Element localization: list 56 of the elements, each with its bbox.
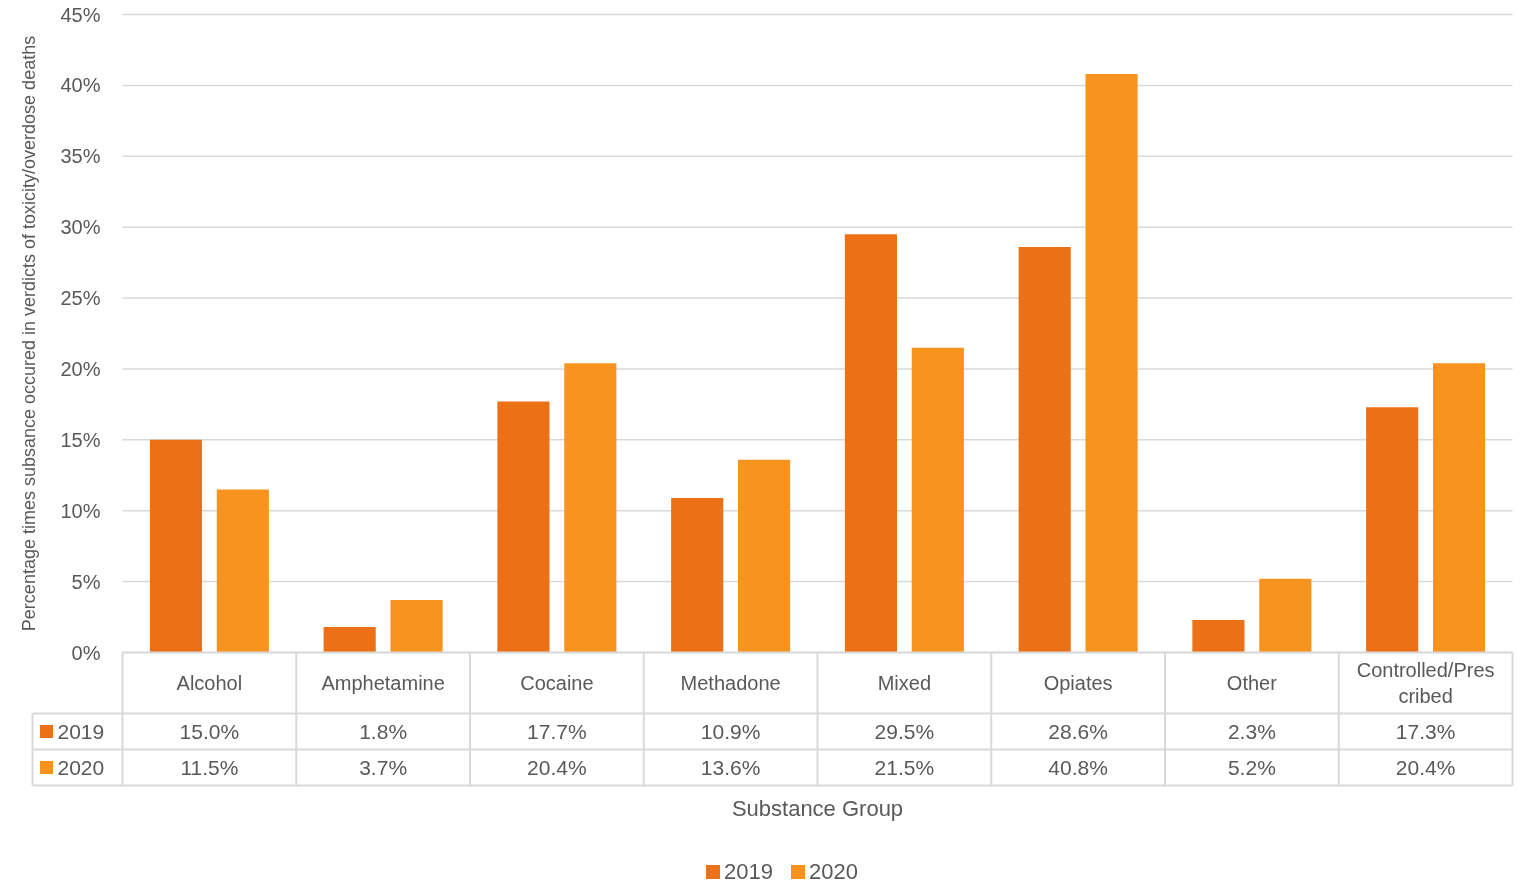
data-label: 40.8% — [1048, 756, 1108, 779]
legend-label: 2020 — [57, 755, 105, 779]
y-axis-title: Percentage times subsance occured in verdicts of toxicity/overdose deaths — [19, 35, 40, 632]
bar — [564, 363, 617, 653]
y-tick-label: 30% — [60, 216, 101, 239]
data-label: 13.6% — [700, 756, 761, 779]
bar — [671, 497, 724, 653]
bar — [1018, 247, 1071, 653]
x-tick-label: Controlled/Prescribed — [1356, 659, 1495, 707]
y-tick-label: 20% — [60, 357, 101, 380]
y-tick-label: 5% — [71, 570, 101, 593]
y-tick-label: 45% — [60, 3, 101, 26]
x-tick-label: Mixed — [877, 672, 932, 694]
data-label: 29.5% — [874, 720, 935, 743]
x-tick-label: Amphetamine — [321, 672, 445, 694]
bar — [1085, 74, 1138, 653]
data-label: 15.0% — [179, 720, 240, 743]
bar — [738, 459, 791, 653]
data-label: 11.5% — [180, 756, 239, 779]
bar — [497, 401, 550, 653]
data-label: 20.4% — [527, 756, 587, 779]
bar — [216, 489, 269, 653]
text: 2020 — [809, 859, 858, 885]
x-tick-label: Methadone — [680, 672, 781, 694]
bar — [1259, 578, 1312, 653]
y-tick-label: 40% — [60, 74, 101, 97]
data-label: 3.7% — [359, 756, 408, 779]
bar — [1433, 363, 1486, 653]
data-label: 17.3% — [1395, 720, 1456, 743]
y-tick-label: 15% — [60, 428, 101, 451]
data-label: 10.9% — [700, 720, 761, 743]
bar — [1192, 619, 1245, 653]
y-tick-label: 35% — [60, 145, 101, 168]
bar — [323, 626, 376, 653]
data-label: 1.8% — [359, 720, 408, 743]
y-tick-label: 10% — [60, 499, 101, 522]
data-label: 21.5% — [874, 756, 935, 779]
data-label: 2.3% — [1227, 720, 1276, 743]
bar — [1366, 407, 1419, 653]
x-tick-label: Opiates — [1043, 672, 1113, 694]
x-tick-label: Cocaine — [520, 672, 594, 694]
x-tick-label: Other — [1226, 672, 1278, 694]
bar — [911, 347, 964, 653]
text: 2019 — [724, 859, 773, 885]
legend-label: 2019 — [57, 719, 105, 743]
x-tick-label: Alcohol — [176, 672, 243, 694]
bar — [149, 439, 202, 653]
data-label: 17.7% — [527, 720, 587, 743]
data-label: 20.4% — [1395, 756, 1456, 779]
data-label: 28.6% — [1048, 720, 1108, 743]
x-axis-title: Substance Group — [731, 796, 904, 821]
bar — [390, 600, 443, 653]
data-label: 5.2% — [1227, 756, 1276, 779]
y-tick-label: 0% — [71, 641, 101, 664]
y-tick-label: 25% — [60, 287, 101, 310]
bar — [844, 234, 897, 653]
